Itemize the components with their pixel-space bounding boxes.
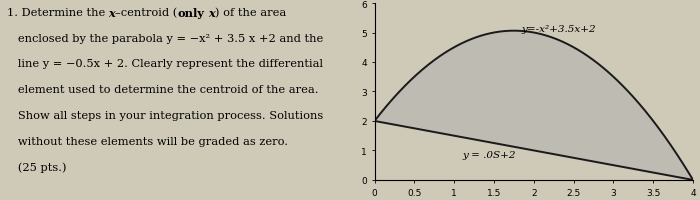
Text: line y = −0.5x + 2. Clearly represent the differential: line y = −0.5x + 2. Clearly represent th…	[7, 59, 323, 69]
Text: Show all steps in your integration process. Solutions: Show all steps in your integration proce…	[7, 110, 323, 120]
Text: x: x	[209, 8, 216, 19]
Text: –centroid (: –centroid (	[116, 8, 178, 18]
Text: y=-x²+3.5x+2: y=-x²+3.5x+2	[522, 24, 596, 33]
Text: y = .0S+2: y = .0S+2	[462, 150, 516, 159]
Text: ) of the area: ) of the area	[216, 8, 286, 18]
Text: (25 pts.): (25 pts.)	[7, 162, 66, 172]
Text: element used to determine the centroid of the area.: element used to determine the centroid o…	[7, 85, 318, 95]
Text: enclosed by the parabola y = −x² + 3.5 x +2 and the: enclosed by the parabola y = −x² + 3.5 x…	[7, 34, 323, 44]
Text: without these elements will be graded as zero.: without these elements will be graded as…	[7, 136, 288, 146]
Text: 1. Determine the: 1. Determine the	[7, 8, 108, 18]
Text: only: only	[178, 8, 204, 19]
Text: x: x	[108, 8, 116, 19]
